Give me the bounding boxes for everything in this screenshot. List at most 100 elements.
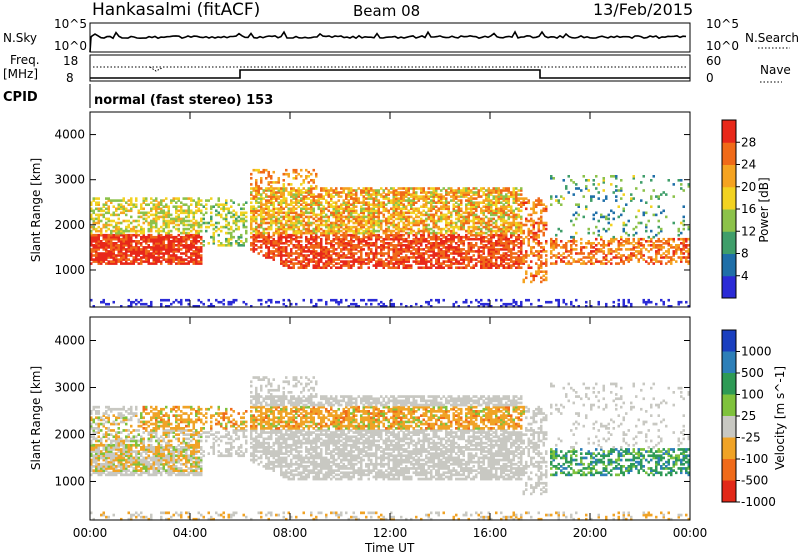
power-cell [448,205,451,208]
power-cell [338,205,341,208]
power-cell [163,299,166,302]
power-cell [318,224,321,227]
power-cell [233,220,236,223]
power-cell [353,222,356,225]
power-cell [245,216,248,219]
power-cell [630,248,633,251]
power-cell [575,299,578,302]
power-cell [205,203,208,206]
power-cell [488,246,491,249]
power-cell [390,248,393,251]
power-cell [380,244,383,247]
power-cell [510,191,513,194]
power-cell [518,193,521,196]
power-cell [148,212,151,215]
power-cell [473,212,476,215]
power-cell [218,234,221,237]
power-cell [493,210,496,213]
power-cell [440,228,443,231]
power-cell [180,232,183,235]
cpid-value: normal (fast stereo) 153 [94,93,273,108]
power-cell [443,195,446,198]
power-cell [390,256,393,259]
power-cell [153,199,156,202]
power-cell [420,230,423,233]
power-cell [413,230,416,233]
power-cell [290,187,293,190]
nsearch-tick-top: 10^5 [706,17,739,31]
power-cell [305,228,308,231]
power-cell [593,218,596,221]
power-cell [105,197,108,200]
power-cell [235,228,238,231]
power-cell [178,238,181,241]
power-cell [288,208,291,211]
power-cell [363,299,366,302]
power-cell [333,205,336,208]
power-cell [410,222,413,225]
power-cell [555,254,558,257]
power-cell [303,254,306,257]
power-cell [448,191,451,194]
power-cell [275,301,278,304]
power-cell [145,303,148,306]
power-cell [273,171,276,174]
power-cell [340,238,343,241]
power-cell [425,301,428,304]
power-cell [185,262,188,265]
power-cell [543,275,546,278]
power-cell [290,183,293,186]
power-cell [155,197,158,200]
power-cell [460,262,463,265]
cpid-label: CPID [3,90,38,105]
power-cell [128,203,131,206]
power-cell [400,187,403,190]
power-cell [278,208,281,211]
power-cell [513,240,516,243]
power-cell [495,195,498,198]
power-cell [475,214,478,217]
power-cell [205,230,208,233]
power-cell [620,254,623,257]
power-cell [163,228,166,231]
power-cell [263,197,266,200]
power-cell [423,266,426,269]
power-cell [310,199,313,202]
power-cell [405,216,408,219]
power-cell [270,210,273,213]
power-cell [438,216,441,219]
power-cell [453,262,456,265]
power-cell [183,228,186,231]
power-cell [498,216,501,219]
power-cell [398,258,401,261]
power-cell [103,252,106,255]
power-cell [570,240,573,243]
power-cell [393,187,396,190]
power-cell [620,187,623,190]
power-cell [518,189,521,192]
power-cell [228,301,231,304]
power-cell [468,242,471,245]
power-cell [338,199,341,202]
power-cell [335,230,338,233]
power-cell [418,246,421,249]
power-cell [455,210,458,213]
power-cell [188,260,191,263]
power-cell [405,212,408,215]
power-cell [445,189,448,192]
power-cell [390,242,393,245]
power-cell [180,236,183,239]
power-cell [230,226,233,229]
power-cell [510,205,513,208]
power-cell [310,299,313,302]
power-cell [623,244,626,247]
power-cell [348,248,351,251]
power-cell [180,201,183,204]
power-cell [543,222,546,225]
power-cell [598,220,601,223]
power-cell [350,203,353,206]
power-cell [480,218,483,221]
power-cell [478,246,481,249]
power-cell [535,222,538,225]
power-cell [125,220,128,223]
